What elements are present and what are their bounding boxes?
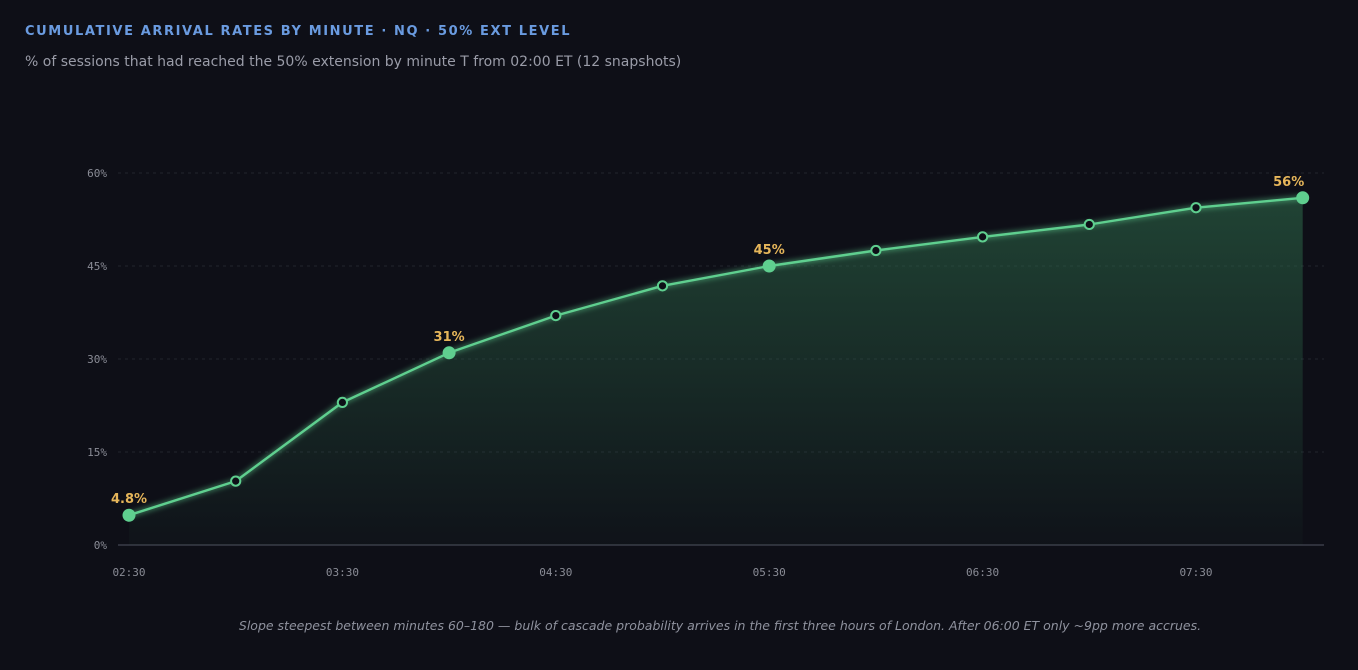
data-point [977, 231, 989, 243]
data-point [1190, 202, 1202, 214]
highlight-point [122, 508, 136, 522]
highlight-point [442, 346, 456, 360]
y-tick-label: 45% [87, 260, 107, 273]
data-point [550, 310, 562, 322]
x-tick-label: 03:30 [326, 566, 359, 579]
x-tick-label: 07:30 [1179, 566, 1212, 579]
highlight-point [1296, 191, 1310, 205]
data-label: 4.8% [111, 492, 147, 507]
data-point [870, 244, 882, 257]
series-line-path [128, 196, 1303, 517]
area-fill-path [129, 197, 1303, 546]
data-point [656, 280, 669, 292]
data-point [336, 396, 348, 408]
data-point [1083, 218, 1095, 231]
chart-subtitle: % of sessions that had reached the 50% e… [25, 54, 682, 70]
y-tick-label: 0% [94, 539, 108, 552]
x-tick-label: 05:30 [753, 566, 786, 579]
x-tick-label: 02:30 [112, 566, 145, 579]
data-points [122, 191, 1310, 522]
y-tick-label: 30% [87, 353, 107, 366]
data-label: 31% [434, 330, 465, 345]
data-label: 45% [754, 243, 785, 258]
chart-footnote: Slope steepest between minutes 60–180 — … [238, 618, 1202, 633]
data-point [230, 475, 242, 487]
x-tick-label: 06:30 [966, 566, 999, 579]
y-tick-label: 60% [87, 167, 107, 180]
data-label: 56% [1273, 175, 1304, 190]
chart-title: CUMULATIVE ARRIVAL RATES BY MINUTE · NQ … [25, 24, 572, 39]
data-labels: 4.8% 31% 45% 56% [111, 175, 1304, 507]
x-tick-label: 04:30 [539, 566, 572, 579]
series-line [128, 196, 1303, 517]
highlight-point [762, 259, 776, 273]
area-fill [129, 197, 1303, 546]
y-tick-label: 15% [87, 446, 107, 459]
